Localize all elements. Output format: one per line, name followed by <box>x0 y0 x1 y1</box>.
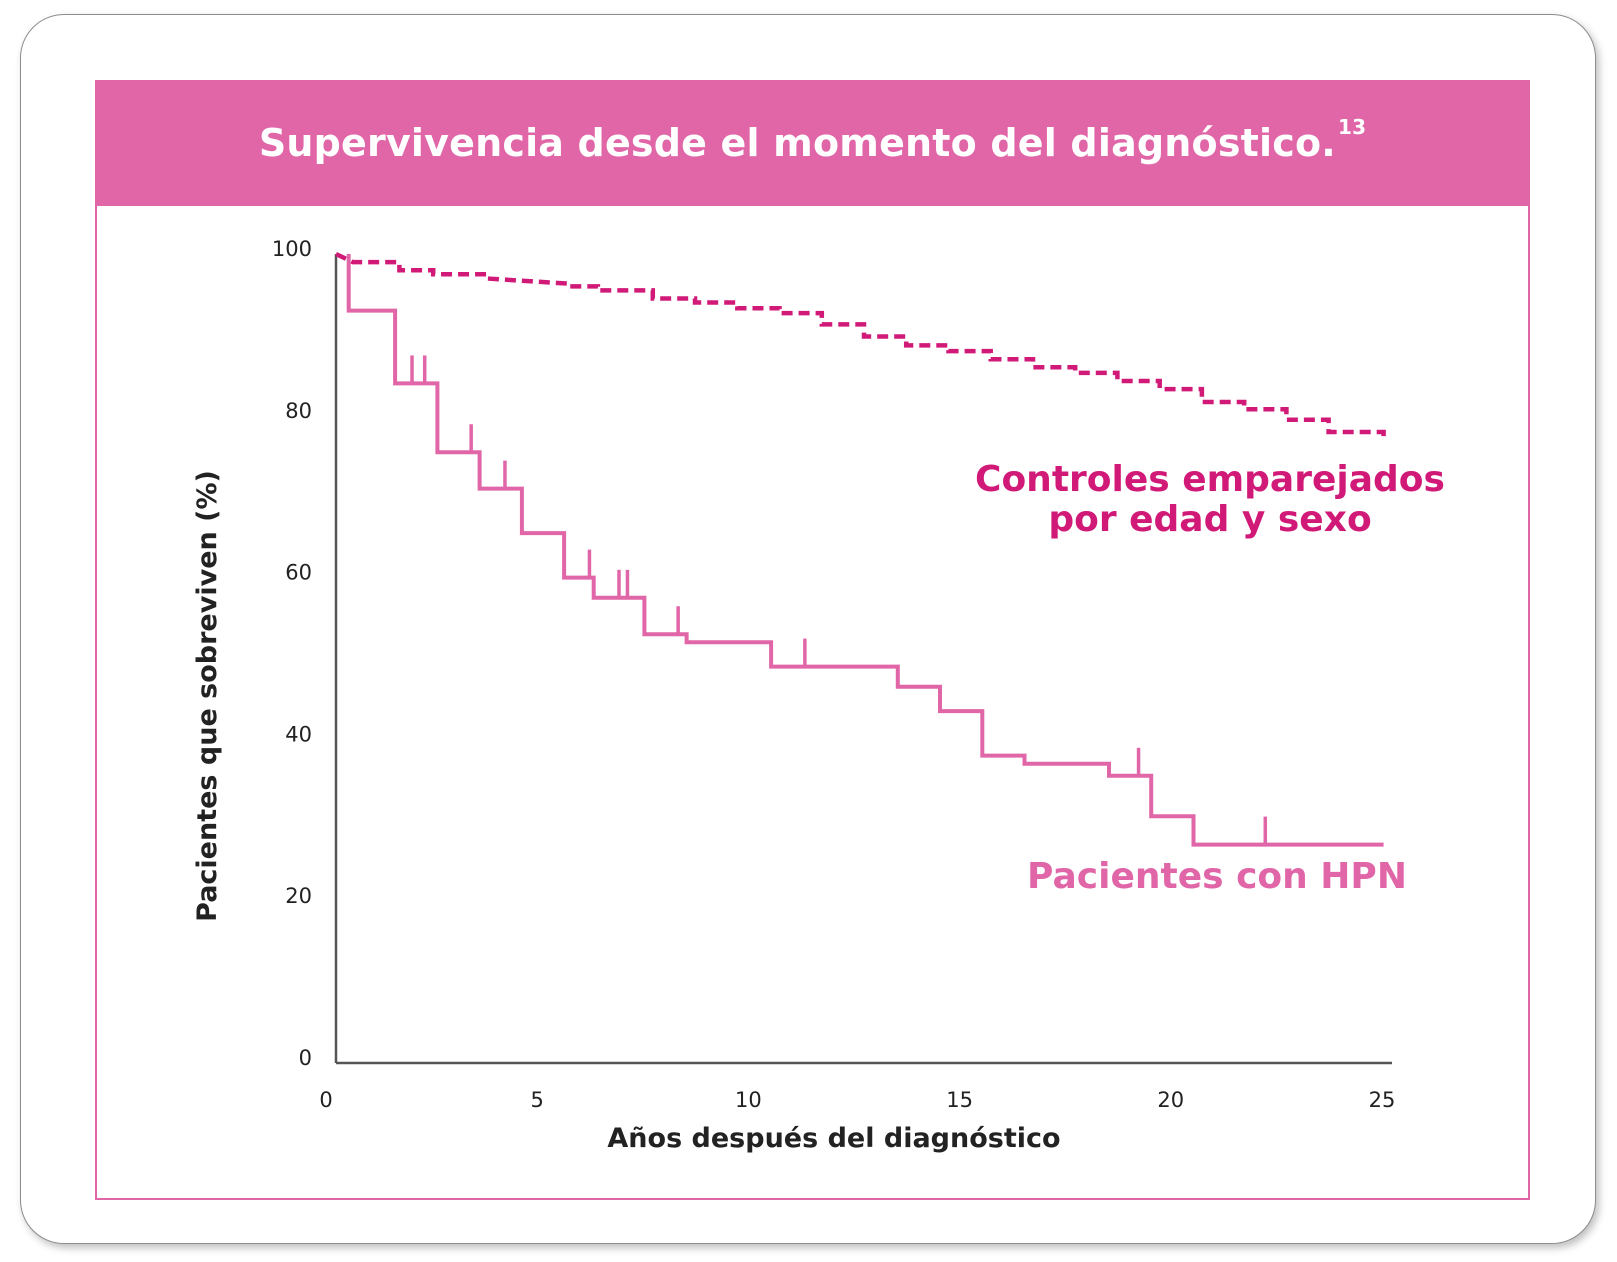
x-tick-label: 20 <box>1157 1088 1184 1112</box>
series-label-controls: Controles emparejados por edad y sexo <box>975 459 1445 540</box>
y-tick-labels: 0 20 40 60 80 100 <box>272 237 312 1070</box>
title-banner: Supervivencia desde el momento del diagn… <box>95 80 1530 206</box>
y-tick-label: 40 <box>285 722 312 746</box>
y-tick-label: 0 <box>299 1046 312 1070</box>
series-group <box>335 251 1386 847</box>
y-tick-label: 80 <box>285 399 312 423</box>
series-label-hpn: Pacientes con HPN <box>1027 856 1407 897</box>
y-tick-label: 100 <box>272 237 312 261</box>
chart-title: Supervivencia desde el momento del diagn… <box>258 115 1367 165</box>
series-labels: Controles emparejados por edad y sexo Paci… <box>975 459 1445 897</box>
y-axis-title: Pacientes que sobreviven (%) <box>192 470 223 922</box>
x-tick-label: 10 <box>735 1088 762 1112</box>
series-line-controls <box>335 251 1386 441</box>
y-tick-label: 60 <box>285 561 312 585</box>
x-tick-label: 25 <box>1369 1088 1396 1112</box>
x-tick-label: 15 <box>946 1088 973 1112</box>
x-tick-label: 0 <box>319 1088 332 1112</box>
x-axis-title: Años después del diagnóstico <box>607 1123 1060 1154</box>
series-label-line: por edad y sexo <box>1048 499 1371 540</box>
y-tick-label: 20 <box>285 884 312 908</box>
reference-superscript: 13 <box>1337 115 1367 139</box>
series-line-hpn <box>346 254 1384 847</box>
x-tick-labels: 0 5 10 15 20 25 <box>319 1088 1395 1112</box>
x-tick-label: 5 <box>531 1088 544 1112</box>
series-label-line: Controles emparejados <box>975 459 1445 500</box>
chart-frame <box>95 80 1530 1200</box>
